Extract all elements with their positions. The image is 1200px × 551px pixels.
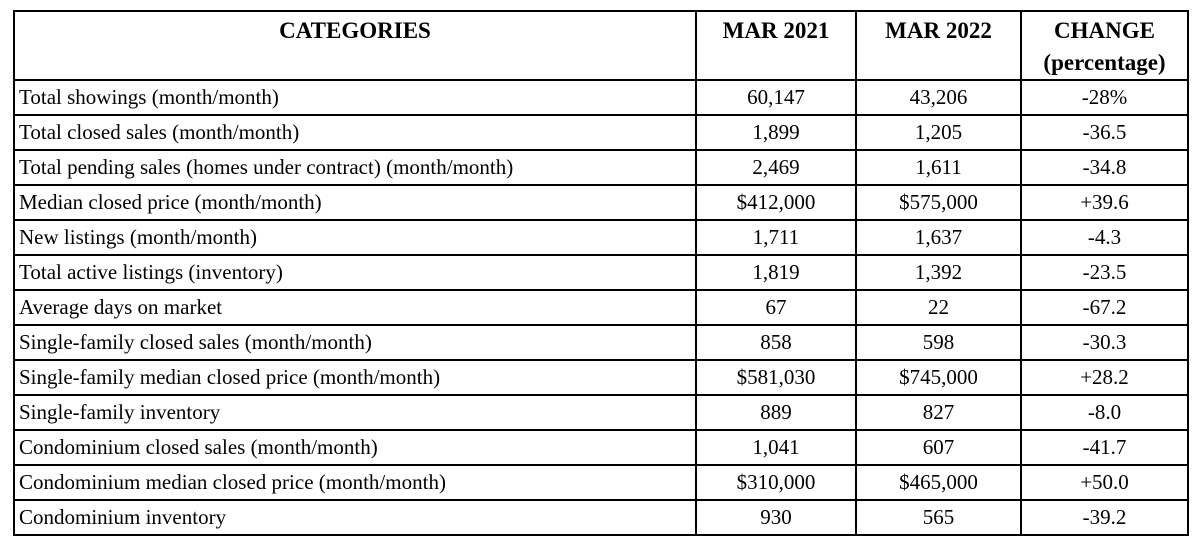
category-cell: Single-family closed sales (month/month): [13, 324, 697, 361]
table-row: Single-family closed sales (month/month)…: [13, 324, 1189, 361]
change-cell: +50.0: [1020, 464, 1189, 501]
table-row: Total active listings (inventory) 1,819 …: [13, 254, 1189, 291]
market-stats-table: CATEGORIES MAR 2021 MAR 2022 CHANGE (per…: [13, 10, 1189, 536]
column-header-mar-2022: MAR 2022: [855, 10, 1022, 81]
column-header-change-line2: (percentage): [1043, 50, 1166, 75]
change-cell: -23.5: [1020, 254, 1189, 291]
mar-2021-cell: 67: [695, 289, 857, 326]
mar-2021-cell: $581,030: [695, 359, 857, 396]
column-header-categories: CATEGORIES: [13, 10, 697, 81]
change-cell: -36.5: [1020, 114, 1189, 151]
mar-2022-cell: 827: [855, 394, 1022, 431]
table-row: Condominium median closed price (month/m…: [13, 464, 1189, 501]
mar-2022-cell: $745,000: [855, 359, 1022, 396]
category-cell: Single-family median closed price (month…: [13, 359, 697, 396]
category-cell: Median closed price (month/month): [13, 184, 697, 221]
mar-2022-cell: $465,000: [855, 464, 1022, 501]
table-row: Condominium closed sales (month/month) 1…: [13, 429, 1189, 466]
mar-2021-cell: $310,000: [695, 464, 857, 501]
table-row: Average days on market 67 22 -67.2: [13, 289, 1189, 326]
mar-2021-cell: 1,711: [695, 219, 857, 256]
mar-2022-cell: 598: [855, 324, 1022, 361]
column-header-mar-2021: MAR 2021: [695, 10, 857, 81]
change-cell: -34.8: [1020, 149, 1189, 186]
mar-2022-cell: 1,611: [855, 149, 1022, 186]
mar-2022-cell: 1,392: [855, 254, 1022, 291]
mar-2022-cell: 22: [855, 289, 1022, 326]
change-cell: -39.2: [1020, 499, 1189, 536]
table-row: Total showings (month/month) 60,147 43,2…: [13, 79, 1189, 116]
category-cell: Total closed sales (month/month): [13, 114, 697, 151]
header-row: CATEGORIES MAR 2021 MAR 2022 CHANGE (per…: [13, 10, 1189, 81]
table-row: New listings (month/month) 1,711 1,637 -…: [13, 219, 1189, 256]
table-row: Single-family median closed price (month…: [13, 359, 1189, 396]
mar-2021-cell: 889: [695, 394, 857, 431]
table-row: Condominium inventory 930 565 -39.2: [13, 499, 1189, 536]
change-cell: +39.6: [1020, 184, 1189, 221]
category-cell: Condominium median closed price (month/m…: [13, 464, 697, 501]
category-cell: Condominium closed sales (month/month): [13, 429, 697, 466]
mar-2022-cell: 607: [855, 429, 1022, 466]
change-cell: -4.3: [1020, 219, 1189, 256]
category-cell: Total pending sales (homes under contrac…: [13, 149, 697, 186]
mar-2021-cell: 1,041: [695, 429, 857, 466]
category-cell: Condominium inventory: [13, 499, 697, 536]
mar-2022-cell: 1,637: [855, 219, 1022, 256]
change-cell: +28.2: [1020, 359, 1189, 396]
category-cell: Single-family inventory: [13, 394, 697, 431]
change-cell: -30.3: [1020, 324, 1189, 361]
table-row: Total closed sales (month/month) 1,899 1…: [13, 114, 1189, 151]
mar-2021-cell: 858: [695, 324, 857, 361]
mar-2022-cell: $575,000: [855, 184, 1022, 221]
mar-2022-cell: 1,205: [855, 114, 1022, 151]
mar-2021-cell: 930: [695, 499, 857, 536]
column-header-change-line1: CHANGE: [1054, 18, 1155, 43]
table-row: Median closed price (month/month) $412,0…: [13, 184, 1189, 221]
mar-2021-cell: 1,899: [695, 114, 857, 151]
change-cell: -8.0: [1020, 394, 1189, 431]
column-header-change: CHANGE (percentage): [1020, 10, 1189, 81]
category-cell: Average days on market: [13, 289, 697, 326]
table-row: Total pending sales (homes under contrac…: [13, 149, 1189, 186]
mar-2021-cell: 2,469: [695, 149, 857, 186]
table-row: Single-family inventory 889 827 -8.0: [13, 394, 1189, 431]
category-cell: New listings (month/month): [13, 219, 697, 256]
change-cell: -28%: [1020, 79, 1189, 116]
mar-2021-cell: 1,819: [695, 254, 857, 291]
category-cell: Total showings (month/month): [13, 79, 697, 116]
change-cell: -67.2: [1020, 289, 1189, 326]
mar-2021-cell: 60,147: [695, 79, 857, 116]
category-cell: Total active listings (inventory): [13, 254, 697, 291]
mar-2022-cell: 43,206: [855, 79, 1022, 116]
mar-2021-cell: $412,000: [695, 184, 857, 221]
change-cell: -41.7: [1020, 429, 1189, 466]
mar-2022-cell: 565: [855, 499, 1022, 536]
